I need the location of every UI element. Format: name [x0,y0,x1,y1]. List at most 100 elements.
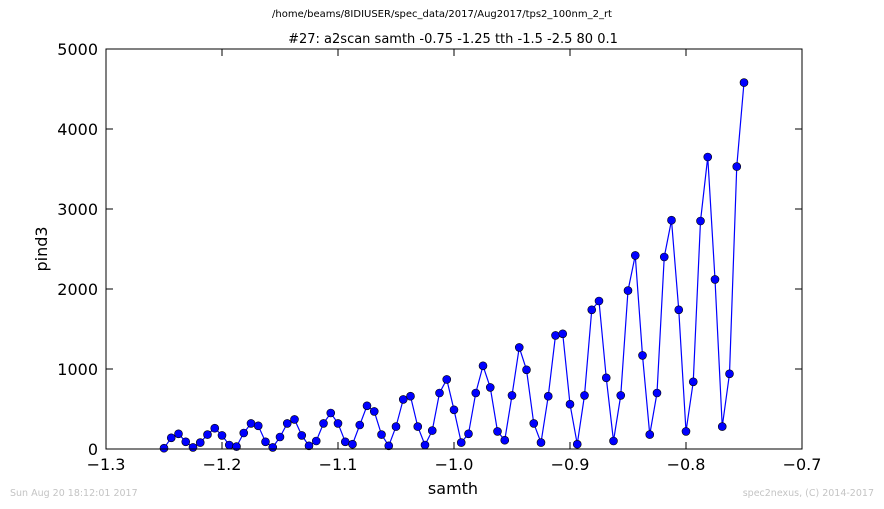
data-point [601,373,611,383]
data-point [529,419,539,428]
data-point [239,428,249,438]
y-tick-label: 0 [88,440,98,459]
data-point [688,377,698,387]
data-point [159,443,169,453]
data-point [181,437,191,447]
data-point [580,391,589,400]
data-point [739,78,749,87]
data-point [558,329,568,339]
data-point [659,252,669,262]
data-point [710,275,720,284]
data-point [667,215,676,225]
data-point [174,429,183,439]
data-point [166,433,176,443]
data-point [456,438,466,447]
y-tick-label: 1000 [57,360,98,379]
x-axis-label: samth [428,479,478,498]
data-point [696,216,705,226]
data-point [674,305,684,315]
data-point [587,305,597,315]
data-point [275,432,285,442]
y-tick-label: 4000 [57,120,98,139]
file-path-title: /home/beams/8IDIUSER/spec_data/2017/Aug2… [272,9,612,20]
data-point [420,440,430,450]
data-point [261,437,270,447]
data-point [594,296,604,306]
y-axis-label: pind3 [32,226,51,271]
x-tick-label: −1.0 [435,455,474,474]
data-point [398,395,408,404]
data-point [507,391,517,400]
data-point [485,383,495,392]
data-point [253,421,263,431]
data-point [246,419,256,428]
data-point [362,401,372,411]
data-point [652,388,662,398]
data-point [333,419,343,428]
data-point [493,427,502,436]
data-point [717,422,727,431]
data-point [311,436,321,446]
data-point [703,152,713,162]
data-point [224,440,234,450]
data-point [536,438,546,447]
data-point [297,431,307,440]
data-point [188,443,198,452]
data-point [427,426,437,435]
footer-credit: spec2nexus, (C) 2014-2017 [742,488,874,499]
chart-marks [159,78,749,453]
data-point [210,423,220,433]
data-point [282,419,292,428]
data-point [406,391,415,401]
data-point [195,438,205,447]
x-tick-label: −0.9 [551,455,590,474]
x-tick-label: −1.2 [203,455,242,474]
data-point [319,419,328,428]
data-point [681,427,691,436]
chart-title: #27: a2scan samth -0.75 -1.25 tth -1.5 -… [288,32,618,47]
data-point [304,441,314,451]
data-point [514,343,524,352]
data-point [203,430,212,439]
data-point [616,391,626,400]
data-point [413,422,423,431]
x-tick-label: −1.1 [319,455,358,474]
footer-timestamp: Sun Aug 20 18:12:01 2017 [10,488,138,499]
data-point [464,429,473,439]
data-point [543,391,553,401]
plot-frame [105,48,803,450]
data-point [326,408,336,418]
data-point [522,365,531,375]
data-point [645,430,655,439]
data-point [623,286,633,295]
axis-ticks: −1.3 −1.2 −1.1 −1.0 −0.9 −0.8 −0.7 0 1000 2000 300… [57,40,821,474]
x-tick-label: −1.3 [87,455,126,474]
data-point [551,331,560,340]
data-point [217,431,227,440]
data-point [471,388,481,398]
data-point [348,439,357,449]
data-point [732,162,742,171]
data-point [355,420,365,430]
data-point [290,415,299,424]
data-point [340,437,350,447]
data-point [449,405,459,415]
data-point [369,407,379,416]
x-tick-label: −0.8 [667,455,706,474]
data-point [630,251,640,260]
data-point [638,351,647,360]
data-point [565,399,575,409]
data-point [377,430,386,439]
y-tick-label: 3000 [57,200,98,219]
data-point [384,441,394,451]
data-point [500,435,510,445]
data-point [268,443,278,452]
data-point [435,388,444,398]
data-point [442,375,452,384]
data-point [391,422,401,431]
data-point [609,436,618,446]
data-point [572,439,582,449]
x-tick-label: −0.7 [783,455,822,474]
data-point [725,369,734,379]
